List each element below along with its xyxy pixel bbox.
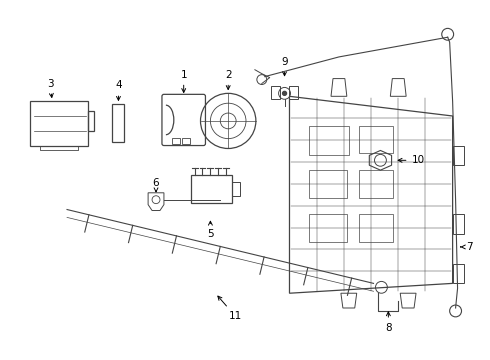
Circle shape — [283, 91, 287, 95]
Bar — [30, 101, 88, 145]
Text: 11: 11 — [218, 296, 242, 321]
Bar — [112, 104, 124, 141]
Text: 10: 10 — [398, 155, 424, 165]
Bar — [359, 170, 393, 198]
Bar — [172, 138, 180, 144]
Bar — [191, 175, 232, 203]
Text: 8: 8 — [385, 312, 392, 333]
Bar — [182, 138, 190, 144]
Bar — [88, 111, 94, 131]
Text: 2: 2 — [225, 69, 231, 90]
Bar — [359, 215, 393, 242]
Text: 6: 6 — [153, 178, 159, 192]
Bar — [232, 182, 240, 196]
Bar — [453, 264, 465, 283]
Bar — [309, 170, 347, 198]
Text: 3: 3 — [47, 78, 53, 98]
Bar — [359, 126, 393, 153]
Text: 4: 4 — [115, 81, 122, 100]
Bar — [453, 145, 465, 165]
Bar — [453, 215, 465, 234]
Text: 9: 9 — [281, 57, 288, 76]
Text: 1: 1 — [180, 69, 187, 93]
Text: 5: 5 — [207, 221, 214, 239]
Bar — [309, 126, 349, 156]
Text: 7: 7 — [461, 242, 473, 252]
Bar — [309, 215, 347, 242]
